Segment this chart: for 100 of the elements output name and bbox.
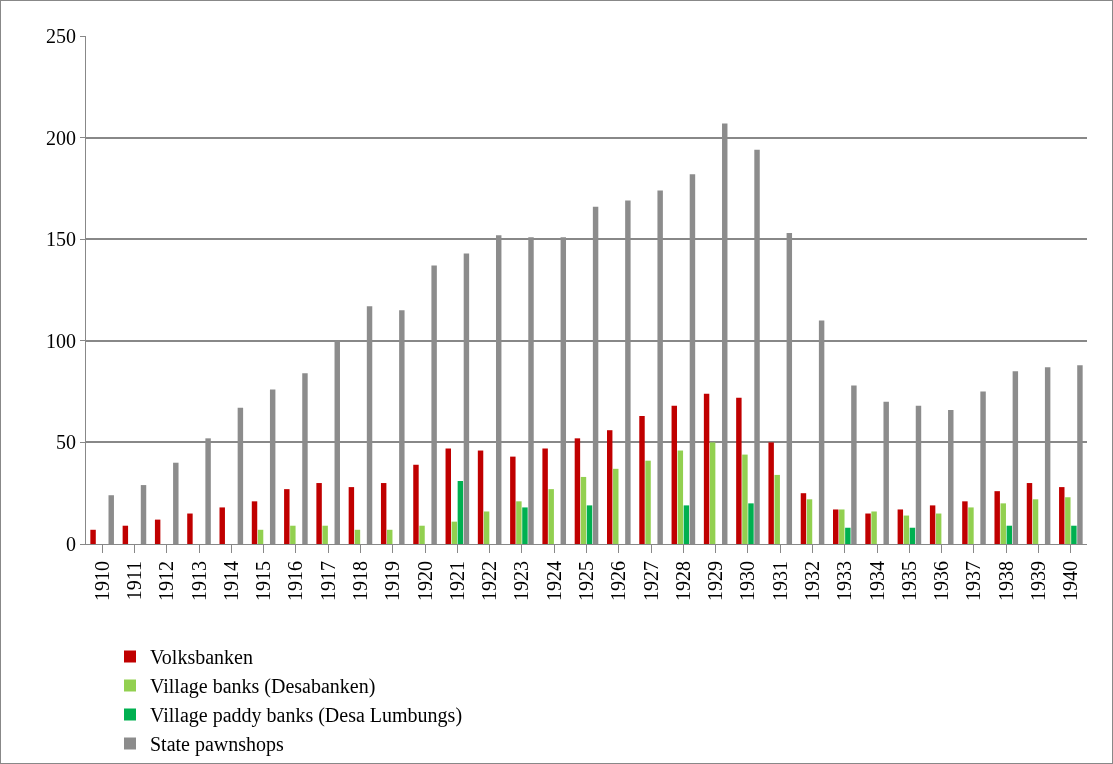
bar [1065, 497, 1071, 544]
bar [187, 513, 193, 544]
bar [742, 454, 748, 544]
bar [510, 456, 516, 544]
x-tick-label: 1938 [994, 561, 1017, 601]
x-tick-label: 1923 [510, 561, 533, 601]
bar [703, 393, 710, 544]
x-tick-label: 1916 [284, 561, 307, 601]
bar [90, 529, 96, 544]
bar [871, 511, 877, 544]
bar [580, 476, 587, 544]
bar [1026, 483, 1033, 544]
bar [251, 501, 258, 544]
bar [574, 438, 581, 544]
x-tick-label: 1932 [801, 561, 824, 601]
bar [419, 525, 425, 544]
legend-label: State pawnshops [150, 733, 285, 757]
x-tick-label: 1930 [736, 561, 759, 601]
bar [994, 491, 1000, 544]
y-tick-label: 0 [66, 533, 76, 555]
y-tick-label: 150 [46, 228, 76, 251]
bar [354, 529, 361, 544]
x-tick-label: 1910 [90, 561, 113, 601]
x-tick-label: 1937 [962, 561, 985, 601]
bar [671, 405, 678, 544]
y-tick-label: 100 [46, 329, 76, 352]
bar [962, 501, 968, 544]
x-tick-label: 1913 [187, 561, 210, 601]
bar [839, 509, 845, 544]
x-tick-label: 1935 [897, 561, 920, 601]
bar [768, 442, 774, 544]
bar [683, 505, 690, 544]
bar [677, 450, 684, 544]
y-tick-label: 200 [46, 126, 76, 149]
bar [833, 509, 839, 544]
bar [522, 507, 528, 544]
x-tick-label: 1925 [575, 561, 597, 601]
bar [457, 481, 464, 544]
bar [548, 489, 554, 544]
bar [1006, 525, 1013, 544]
x-tick-label: 1936 [930, 561, 953, 601]
legend-label: Volksbanken [150, 646, 253, 669]
legend-label: Village paddy banks (Desa Lumbungs) [150, 704, 463, 728]
bar [477, 450, 484, 544]
x-tick-label: 1911 [122, 561, 145, 601]
bar [290, 525, 296, 544]
x-tick-label: 1939 [1027, 561, 1050, 601]
bar [516, 501, 522, 544]
bar [748, 503, 754, 544]
x-tick-label: 1926 [607, 561, 630, 601]
x-tick-label: 1917 [316, 561, 339, 601]
bar [935, 513, 942, 544]
bar [865, 513, 871, 544]
bar [1059, 487, 1065, 544]
x-tick-label: 1914 [219, 561, 242, 601]
bar [257, 529, 264, 544]
x-tick-label: 1934 [865, 561, 888, 601]
y-tick-label: 50 [56, 431, 76, 454]
x-tick-label: 1940 [1059, 561, 1082, 601]
bar [736, 397, 742, 544]
bar [639, 415, 645, 544]
x-tick-label: 1929 [704, 561, 727, 601]
bar [284, 489, 290, 544]
x-tick-label: 1912 [155, 561, 178, 601]
x-tick-label: 1921 [445, 561, 468, 601]
bar [1071, 525, 1077, 544]
bar [968, 507, 974, 544]
x-tick-label: 1927 [639, 561, 662, 601]
bar [219, 507, 225, 544]
bar [929, 505, 936, 544]
x-tick-label: 1915 [252, 561, 275, 601]
bar [909, 527, 916, 544]
x-tick-label: 1928 [671, 561, 694, 601]
bar [122, 525, 129, 544]
legend-label: Village banks (Desabanken) [150, 675, 376, 699]
bar [606, 430, 613, 544]
x-tick-label: 1924 [542, 561, 565, 601]
bar [322, 525, 328, 544]
bar [316, 483, 322, 544]
bar [451, 521, 458, 544]
bar [1000, 503, 1006, 544]
bar [845, 527, 851, 544]
bar [348, 487, 355, 544]
x-tick-label: 1933 [833, 561, 856, 601]
bar [542, 448, 548, 544]
x-tick-label: 1918 [348, 561, 371, 601]
x-tick-label: 1919 [381, 561, 404, 601]
bar [387, 529, 393, 544]
x-tick-label: 1922 [478, 561, 501, 601]
bar [645, 460, 651, 544]
bar [1032, 499, 1039, 544]
bar [774, 474, 780, 544]
bar [897, 509, 904, 544]
bar [800, 493, 807, 544]
bar [413, 464, 419, 544]
y-tick-label: 250 [46, 25, 76, 47]
bar [806, 499, 813, 544]
bar [483, 511, 490, 544]
bar [445, 448, 451, 544]
bar [586, 505, 593, 544]
